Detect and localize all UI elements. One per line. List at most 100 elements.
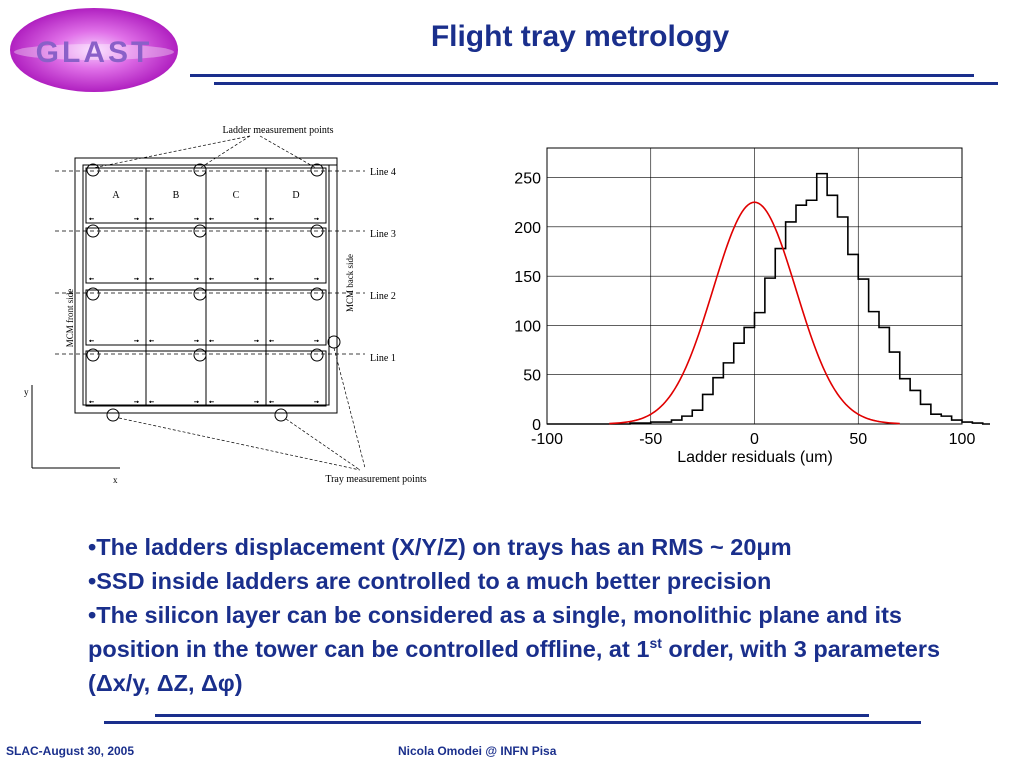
svg-text:→: →: [313, 274, 320, 282]
histogram-bin: [765, 278, 775, 424]
svg-text:←: ←: [208, 214, 215, 222]
tray-diagram: Ladder measurement points ← → ← → ← → ← → ← → ← →…: [24, 125, 427, 485]
svg-text:→: →: [193, 397, 200, 405]
histogram-bin: [848, 254, 858, 424]
bullet-2: •SSD inside ladders are controlled to a …: [88, 568, 772, 594]
svg-text:→: →: [133, 397, 140, 405]
x-tick-label: 100: [949, 431, 976, 448]
svg-text:→: →: [253, 214, 260, 222]
svg-text:←: ←: [148, 336, 155, 344]
glast-logo: GLAST: [10, 8, 178, 92]
tray-points-label: Tray measurement points: [325, 474, 426, 485]
histogram-outline: [547, 172, 990, 425]
x-tick-label: 50: [849, 431, 867, 448]
svg-text:→: →: [313, 336, 320, 344]
svg-text:→: →: [133, 274, 140, 282]
logo-text: GLAST: [36, 36, 153, 69]
x-tick-label: -100: [531, 431, 563, 448]
axis-x-label: x: [113, 475, 118, 485]
title-underline: [190, 74, 974, 77]
histogram-bin: [786, 222, 796, 424]
svg-text:→: →: [193, 336, 200, 344]
y-tick-label: 0: [532, 417, 541, 434]
footer-rule: [155, 714, 869, 717]
line-label-3: Line 3: [370, 229, 396, 240]
svg-text:←: ←: [268, 274, 275, 282]
svg-text:→: →: [313, 214, 320, 222]
axis-y-label: y: [24, 387, 29, 397]
bullet-3: •The silicon layer can be considered as …: [88, 602, 941, 696]
footer-left: SLAC-August 30, 2005: [6, 744, 135, 758]
ladder-grid: [85, 167, 327, 407]
histogram-bin: [869, 312, 879, 424]
svg-text:←: ←: [88, 274, 95, 282]
histogram-bin: [755, 313, 765, 424]
y-tick-label: 150: [514, 269, 541, 286]
x-tick-label: 0: [750, 431, 759, 448]
svg-text:←: ←: [148, 274, 155, 282]
histogram-bin: [931, 414, 941, 424]
svg-text:←: ←: [88, 214, 95, 222]
footer-rule-2: [104, 721, 921, 724]
histogram-bin: [775, 249, 785, 424]
y-tick-label: 200: [514, 220, 541, 237]
histogram-bin: [703, 394, 713, 424]
histogram-bin: [900, 379, 910, 424]
svg-text:←: ←: [148, 397, 155, 405]
svg-text:←: ←: [88, 397, 95, 405]
svg-text:→: →: [313, 397, 320, 405]
x-axis-label: Ladder residuals (um): [677, 449, 833, 466]
histogram-bin: [734, 343, 744, 424]
histogram-bin: [910, 390, 920, 424]
svg-text:→: →: [253, 336, 260, 344]
y-tick-label: 50: [523, 368, 541, 385]
svg-text:←: ←: [208, 274, 215, 282]
column-label-b: B: [173, 190, 180, 201]
line-label-4: Line 4: [370, 167, 396, 178]
histogram-bin: [744, 327, 754, 424]
histogram-bin: [692, 410, 702, 424]
y-tick-label: 250: [514, 171, 541, 188]
line-label-1: Line 1: [370, 353, 396, 364]
footer-center: Nicola Omodei @ INFN Pisa: [398, 744, 557, 758]
svg-text:→: →: [133, 214, 140, 222]
measurement-circles: [86, 163, 341, 422]
svg-text:→: →: [253, 397, 260, 405]
histogram-bin: [682, 416, 692, 424]
residuals-histogram: -100 -50 0 50 100 0 50 100 150 200 250 Ladder resi…: [514, 147, 990, 466]
column-label-d: D: [292, 190, 299, 201]
histogram-bin: [838, 217, 848, 424]
svg-text:←: ←: [208, 336, 215, 344]
ladder-points-label: Ladder measurement points: [222, 125, 333, 136]
histogram-bin: [817, 174, 827, 424]
gaussian-fit-curve: [609, 201, 900, 425]
x-tick-label: -50: [639, 431, 662, 448]
y-tick-label: 100: [514, 318, 541, 335]
mcm-front-label: MCM front side: [65, 289, 75, 348]
svg-text:→: →: [253, 274, 260, 282]
histogram-bin: [806, 200, 816, 424]
bullet-1: •The ladders displacement (X/Y/Z) on tra…: [88, 534, 792, 560]
histogram-bin: [796, 205, 806, 424]
histogram-bin: [879, 327, 889, 424]
svg-text:←: ←: [268, 336, 275, 344]
svg-text:→: →: [133, 336, 140, 344]
svg-text:←: ←: [88, 336, 95, 344]
svg-text:→: →: [193, 274, 200, 282]
svg-text:←: ←: [268, 397, 275, 405]
histogram-bin: [723, 363, 733, 424]
svg-text:←: ←: [208, 397, 215, 405]
slide-title: Flight tray metrology: [430, 20, 730, 53]
svg-text:←: ←: [268, 214, 275, 222]
histogram-bin: [941, 416, 951, 424]
title-underline-2: [214, 82, 998, 85]
svg-text:←: ←: [148, 214, 155, 222]
histogram-bin: [921, 404, 931, 424]
column-label-c: C: [233, 190, 240, 201]
histogram-bin: [858, 279, 868, 424]
histogram-bin: [889, 352, 899, 424]
plot-frame: [546, 147, 963, 425]
bullet-list: •The ladders displacement (X/Y/Z) on tra…: [88, 530, 988, 700]
column-label-a: A: [112, 190, 120, 201]
svg-text:→: →: [193, 214, 200, 222]
